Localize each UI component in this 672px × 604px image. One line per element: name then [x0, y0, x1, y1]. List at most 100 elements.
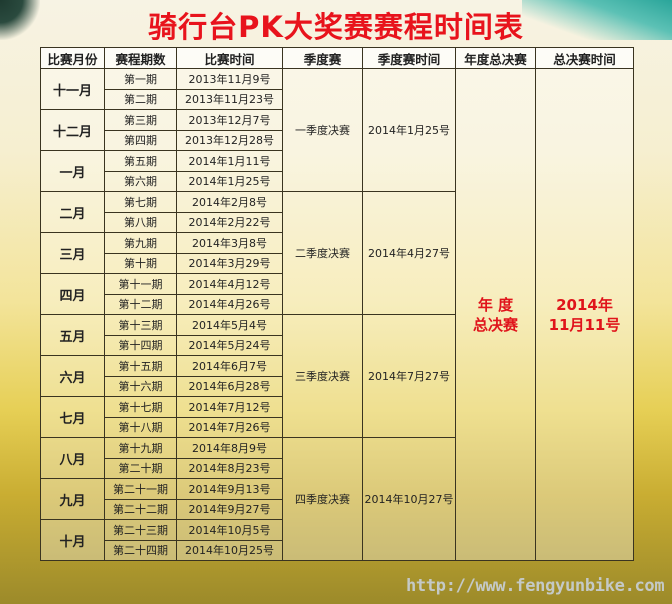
table-row: 十一月 第一期 2013年11月9号 一季度决赛 2014年1月25号年 度总决赛 201… — [40, 68, 634, 561]
month-cell: 十二月 — [40, 109, 105, 151]
round-cell: 第二十三期 — [104, 519, 177, 541]
date-cell: 2014年8月23号 — [176, 457, 283, 479]
date-cell: 2013年12月7号 — [176, 109, 283, 131]
round-cell: 第十七期 — [104, 396, 177, 418]
table-row: 第十期 2014年3月29号 — [41, 252, 634, 274]
round-cell: 第二十二期 — [104, 498, 177, 520]
round-cell: 第十九期 — [104, 437, 177, 459]
date-cell: 2013年12月28号 — [176, 129, 283, 151]
month-cell: 一月 — [40, 150, 105, 192]
month-cell: 三月 — [40, 232, 105, 274]
table-row: 第四期 2013年12月28号 — [41, 129, 634, 151]
date-cell: 2014年1月11号 — [176, 150, 283, 172]
column-header: 季度赛时间 — [362, 47, 456, 69]
date-cell: 2014年3月29号 — [176, 252, 283, 274]
table-row: 九月 第二十一期 2014年9月13号 — [40, 478, 634, 520]
date-cell: 2014年7月26号 — [176, 416, 283, 438]
round-cell: 第一期 — [104, 68, 177, 90]
date-cell: 2014年2月22号 — [176, 211, 283, 233]
season-date-cell: 2014年4月27号 — [362, 191, 456, 315]
table-row: 第二期 2013年11月23号 — [41, 88, 634, 110]
date-cell: 2014年9月13号 — [176, 478, 283, 500]
month-cell: 四月 — [40, 273, 105, 315]
round-cell: 第十期 — [104, 252, 177, 274]
round-cell: 第五期 — [104, 150, 177, 172]
season-date-cell: 2014年1月25号 — [362, 68, 456, 192]
date-cell: 2014年1月25号 — [176, 170, 283, 192]
round-cell: 第四期 — [104, 129, 177, 151]
date-cell: 2014年2月8号 — [176, 191, 283, 213]
month-cell: 八月 — [40, 437, 105, 479]
watermark-url: http://www.fengyunbike.com — [406, 576, 665, 596]
table-row: 八月 第十九期 2014年8月9号 四季度决赛 2014年10月27号 — [40, 437, 634, 561]
round-cell: 第十八期 — [104, 416, 177, 438]
header-row: 比赛月份 赛程期数 比赛时间 季度赛 季度赛时间 年度总决赛 总决赛时间 — [40, 47, 634, 69]
date-cell: 2014年9月27号 — [176, 498, 283, 520]
annual-final-date: 2014年 — [556, 295, 613, 314]
season-final-cell: 一季度决赛 — [282, 68, 363, 192]
season-date-cell: 2014年7月27号 — [362, 314, 456, 438]
month-cell: 五月 — [40, 314, 105, 356]
annual-final-label: 总决赛 — [472, 315, 518, 334]
column-header: 赛程期数 — [104, 47, 177, 69]
table-row: 第十四期 2014年5月24号 — [41, 334, 634, 356]
table-row: 七月 第十七期 2014年7月12号 — [40, 396, 634, 438]
round-cell: 第九期 — [104, 232, 177, 254]
schedule-table: 比赛月份 赛程期数 比赛时间 季度赛 季度赛时间 年度总决赛 总决赛时间 十一月 第一期 201… — [40, 47, 634, 561]
season-final-cell: 三季度决赛 — [282, 314, 363, 438]
round-cell: 第十二期 — [104, 293, 177, 315]
round-cell: 第二十四期 — [104, 539, 177, 561]
month-cell: 九月 — [40, 478, 105, 520]
date-cell: 2014年5月24号 — [176, 334, 283, 356]
round-cell: 第二期 — [104, 88, 177, 110]
decorative-corner — [522, 0, 672, 40]
annual-final-date: 11月11号 — [548, 315, 621, 334]
month-cell: 十月 — [40, 519, 105, 561]
date-cell: 2014年8月9号 — [176, 437, 283, 459]
round-cell: 第十五期 — [104, 355, 177, 377]
column-header: 比赛时间 — [176, 47, 283, 69]
round-cell: 第十一期 — [104, 273, 177, 295]
date-cell: 2014年7月12号 — [176, 396, 283, 418]
round-cell: 第七期 — [104, 191, 177, 213]
annual-final-label: 年 度 — [477, 295, 514, 314]
date-cell: 2014年3月8号 — [176, 232, 283, 254]
decorative-corner — [0, 0, 40, 40]
table-row: 第二十期 2014年8月23号 — [41, 457, 634, 479]
season-date-cell: 2014年10月27号 — [362, 437, 456, 561]
date-cell: 2014年10月25号 — [176, 539, 283, 561]
round-cell: 第十三期 — [104, 314, 177, 336]
round-cell: 第三期 — [104, 109, 177, 131]
round-cell: 第二十一期 — [104, 478, 177, 500]
date-cell: 2014年6月7号 — [176, 355, 283, 377]
round-cell: 第十四期 — [104, 334, 177, 356]
table-row: 第十二期 2014年4月26号 — [41, 293, 634, 315]
round-cell: 第八期 — [104, 211, 177, 233]
date-cell: 2013年11月23号 — [176, 88, 283, 110]
date-cell: 2014年5月4号 — [176, 314, 283, 336]
date-cell: 2013年11月9号 — [176, 68, 283, 90]
annual-final-date-cell: 2014年 11月11号 — [535, 68, 634, 561]
date-cell: 2014年10月5号 — [176, 519, 283, 541]
column-header: 总决赛时间 — [535, 47, 634, 69]
month-cell: 二月 — [40, 191, 105, 233]
column-header: 比赛月份 — [40, 47, 105, 69]
month-cell: 十一月 — [40, 68, 105, 110]
month-cell: 六月 — [40, 355, 105, 397]
table-row: 五月 第十三期 2014年5月4号 三季度决赛 2014年7月27号 — [40, 314, 634, 438]
table-row: 第二十四期 2014年10月25号 — [41, 539, 634, 561]
date-cell: 2014年6月28号 — [176, 375, 283, 397]
season-final-cell: 二季度决赛 — [282, 191, 363, 315]
annual-final-cell: 年 度总决赛 — [455, 68, 536, 561]
round-cell: 第二十期 — [104, 457, 177, 479]
table-row: 二月 第七期 2014年2月8号 二季度决赛 2014年4月27号 — [40, 191, 634, 315]
column-header: 年度总决赛 — [455, 47, 536, 69]
round-cell: 第十六期 — [104, 375, 177, 397]
table-row: 第十六期 2014年6月28号 — [41, 375, 634, 397]
table-row: 十二月 第三期 2013年12月7号 — [40, 109, 634, 151]
table-row: 第八期 2014年2月22号 — [41, 211, 634, 233]
month-cell: 七月 — [40, 396, 105, 438]
table-row: 一月 第五期 2014年1月11号 — [40, 150, 634, 192]
round-cell: 第六期 — [104, 170, 177, 192]
page-title: 骑行台PK大奖赛赛程时间表 — [148, 10, 524, 44]
